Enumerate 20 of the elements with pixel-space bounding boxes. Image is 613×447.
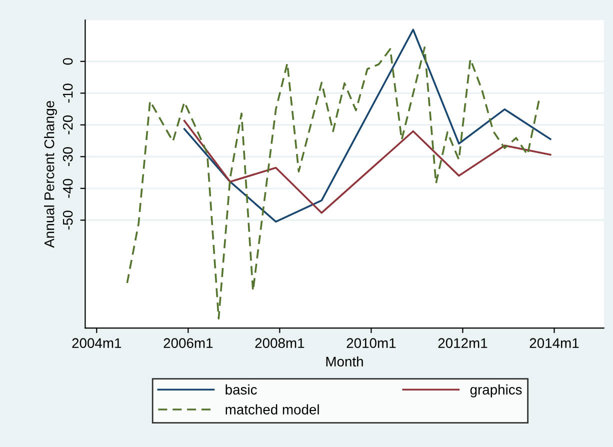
line-series [126, 46, 540, 320]
line-series [183, 28, 552, 223]
y-tick-label: -10 [62, 84, 73, 103]
x-tick-label: 2012m1 [438, 338, 488, 348]
line-series [183, 120, 552, 214]
y-tick-label: -40 [62, 178, 73, 198]
y-tick-label: -50 [62, 210, 73, 230]
x-tick-label: 2008m1 [255, 338, 304, 348]
legend-label: graphics [470, 384, 522, 398]
x-axis-title: Month [326, 356, 363, 367]
legend-label: matched model [226, 404, 319, 414]
y-tick-label: 0 [62, 58, 73, 65]
x-tick-label: 2014m1 [530, 338, 579, 348]
legend-label: basic [226, 384, 257, 395]
y-tick-label: -30 [62, 147, 73, 166]
x-tick-label: 2010m1 [346, 338, 396, 348]
x-tick-label: 2006m1 [164, 338, 213, 348]
y-axis-title: Annual Percent Change [44, 100, 57, 248]
x-tick-label: 2004m1 [72, 338, 122, 348]
y-tick-label: -20 [62, 115, 73, 134]
